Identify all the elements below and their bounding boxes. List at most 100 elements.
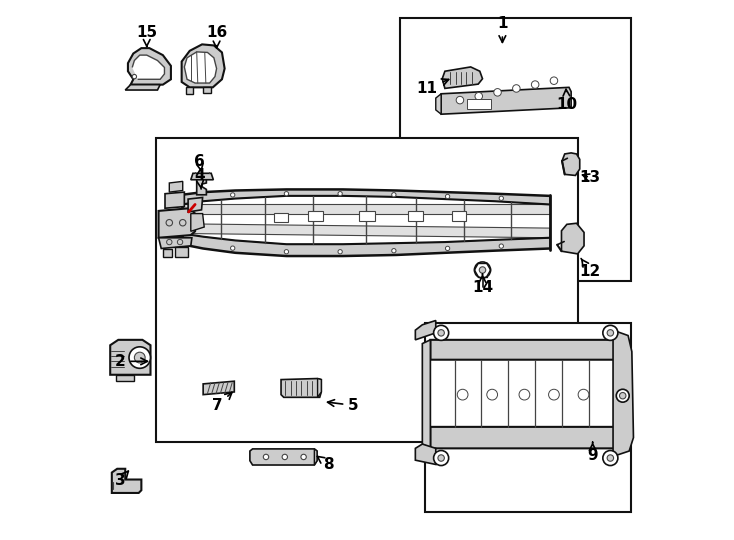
- Text: 8: 8: [317, 456, 334, 472]
- Polygon shape: [115, 375, 134, 381]
- Polygon shape: [170, 181, 183, 192]
- Circle shape: [392, 248, 396, 253]
- Polygon shape: [112, 469, 142, 493]
- Polygon shape: [159, 238, 192, 248]
- Text: 3: 3: [115, 471, 128, 488]
- Text: 14: 14: [472, 274, 493, 295]
- Polygon shape: [441, 87, 571, 114]
- Circle shape: [438, 455, 444, 461]
- Polygon shape: [165, 192, 184, 208]
- Circle shape: [134, 352, 145, 363]
- Bar: [400, 17, 631, 281]
- Bar: [425, 322, 631, 512]
- Text: 4: 4: [194, 168, 205, 189]
- Circle shape: [619, 393, 626, 399]
- Circle shape: [519, 389, 530, 400]
- Polygon shape: [318, 379, 321, 397]
- Text: 16: 16: [206, 25, 228, 48]
- Bar: [156, 138, 578, 442]
- Polygon shape: [186, 87, 194, 94]
- Circle shape: [457, 389, 468, 400]
- Polygon shape: [415, 321, 436, 340]
- Text: 9: 9: [587, 442, 598, 463]
- Circle shape: [230, 246, 235, 251]
- Polygon shape: [430, 340, 621, 360]
- Bar: [452, 212, 466, 221]
- Polygon shape: [181, 224, 550, 238]
- Circle shape: [578, 389, 589, 400]
- Polygon shape: [188, 198, 203, 212]
- Polygon shape: [163, 248, 172, 256]
- Circle shape: [284, 249, 288, 254]
- Bar: [359, 212, 375, 221]
- Text: 12: 12: [579, 259, 600, 279]
- Polygon shape: [191, 214, 204, 231]
- Polygon shape: [203, 381, 234, 395]
- Polygon shape: [181, 190, 550, 205]
- Polygon shape: [314, 449, 317, 465]
- Circle shape: [282, 454, 288, 460]
- Circle shape: [338, 192, 342, 196]
- Bar: [408, 212, 423, 221]
- Circle shape: [487, 389, 498, 400]
- Circle shape: [548, 389, 559, 400]
- Circle shape: [531, 81, 539, 89]
- Text: 7: 7: [212, 393, 232, 413]
- Text: 6: 6: [194, 154, 205, 172]
- Polygon shape: [181, 44, 225, 87]
- Circle shape: [617, 389, 629, 402]
- Circle shape: [512, 85, 520, 92]
- Polygon shape: [430, 427, 621, 448]
- Circle shape: [603, 325, 618, 340]
- Circle shape: [446, 246, 450, 251]
- Polygon shape: [203, 87, 211, 93]
- Circle shape: [446, 194, 450, 199]
- Circle shape: [456, 96, 464, 104]
- Polygon shape: [281, 379, 321, 397]
- Circle shape: [434, 325, 448, 340]
- Circle shape: [301, 454, 306, 460]
- Polygon shape: [422, 340, 430, 448]
- Bar: [308, 212, 324, 221]
- Text: 1: 1: [497, 16, 508, 43]
- Circle shape: [434, 450, 448, 465]
- Circle shape: [284, 192, 288, 196]
- Polygon shape: [110, 340, 150, 375]
- Circle shape: [603, 450, 618, 465]
- Polygon shape: [250, 449, 317, 465]
- Polygon shape: [436, 94, 441, 114]
- Circle shape: [392, 193, 396, 197]
- Circle shape: [475, 92, 482, 100]
- Circle shape: [607, 329, 614, 336]
- Polygon shape: [126, 85, 160, 90]
- Polygon shape: [181, 205, 550, 214]
- Text: 10: 10: [556, 89, 578, 112]
- Circle shape: [499, 244, 504, 248]
- Circle shape: [264, 454, 269, 460]
- Polygon shape: [132, 55, 164, 79]
- Polygon shape: [197, 179, 206, 195]
- Circle shape: [550, 77, 558, 84]
- Polygon shape: [613, 330, 633, 456]
- Circle shape: [499, 196, 504, 200]
- Circle shape: [132, 75, 137, 79]
- Polygon shape: [181, 233, 550, 256]
- Circle shape: [494, 89, 501, 96]
- Polygon shape: [415, 444, 436, 464]
- Polygon shape: [128, 48, 171, 85]
- Circle shape: [438, 329, 444, 336]
- Circle shape: [474, 262, 490, 278]
- Circle shape: [338, 249, 342, 254]
- Polygon shape: [159, 208, 195, 238]
- Circle shape: [607, 455, 614, 461]
- Polygon shape: [562, 223, 584, 254]
- Text: 2: 2: [115, 354, 148, 369]
- Text: 13: 13: [579, 170, 600, 185]
- Text: 15: 15: [137, 25, 157, 46]
- Polygon shape: [184, 52, 217, 83]
- Text: 11: 11: [417, 79, 448, 96]
- Circle shape: [479, 267, 486, 273]
- Polygon shape: [562, 153, 580, 176]
- Bar: [467, 99, 491, 109]
- Polygon shape: [442, 67, 482, 89]
